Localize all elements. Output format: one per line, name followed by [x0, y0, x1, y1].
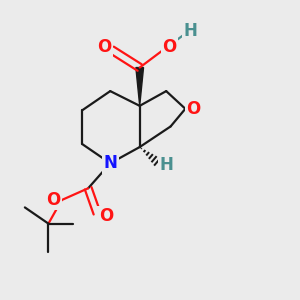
Text: O: O [99, 207, 113, 225]
Text: O: O [97, 38, 112, 56]
Text: H: H [184, 22, 198, 40]
Polygon shape [136, 68, 143, 106]
Text: H: H [159, 156, 173, 174]
Text: N: N [103, 154, 117, 172]
Text: O: O [46, 191, 61, 209]
Text: O: O [163, 38, 177, 56]
Text: O: O [187, 100, 201, 118]
